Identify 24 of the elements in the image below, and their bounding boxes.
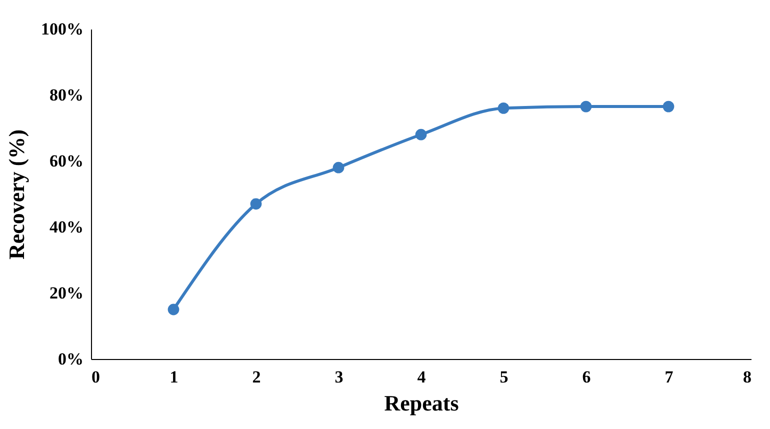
point <box>415 128 427 140</box>
y-axis-title: Recovery (%) <box>4 129 29 260</box>
x-tick-label: 3 <box>334 368 344 386</box>
y-tick-label: 40% <box>50 218 84 236</box>
y-tick-label: 60% <box>50 152 84 170</box>
y-tick-label: 80% <box>50 86 84 104</box>
x-tick-label: 1 <box>170 368 178 386</box>
point <box>250 198 262 210</box>
x-tick-label: 4 <box>417 368 426 386</box>
point <box>498 102 510 114</box>
x-axis-title: Repeats <box>384 390 460 416</box>
point <box>580 100 592 112</box>
x-tick-label: 8 <box>743 368 752 386</box>
x-tick-label: 5 <box>500 368 508 386</box>
x-tick-label: 0 <box>92 368 100 386</box>
y-tick-label: 0% <box>58 350 84 368</box>
point <box>168 304 180 316</box>
point <box>332 162 344 174</box>
x-tick-label: 7 <box>664 368 674 386</box>
y-tick-label: 20% <box>50 284 84 302</box>
point <box>662 100 674 112</box>
x-tick-label: 2 <box>252 368 261 386</box>
x-tick-label: 6 <box>582 368 591 386</box>
y-tick-label: 100% <box>41 20 84 38</box>
